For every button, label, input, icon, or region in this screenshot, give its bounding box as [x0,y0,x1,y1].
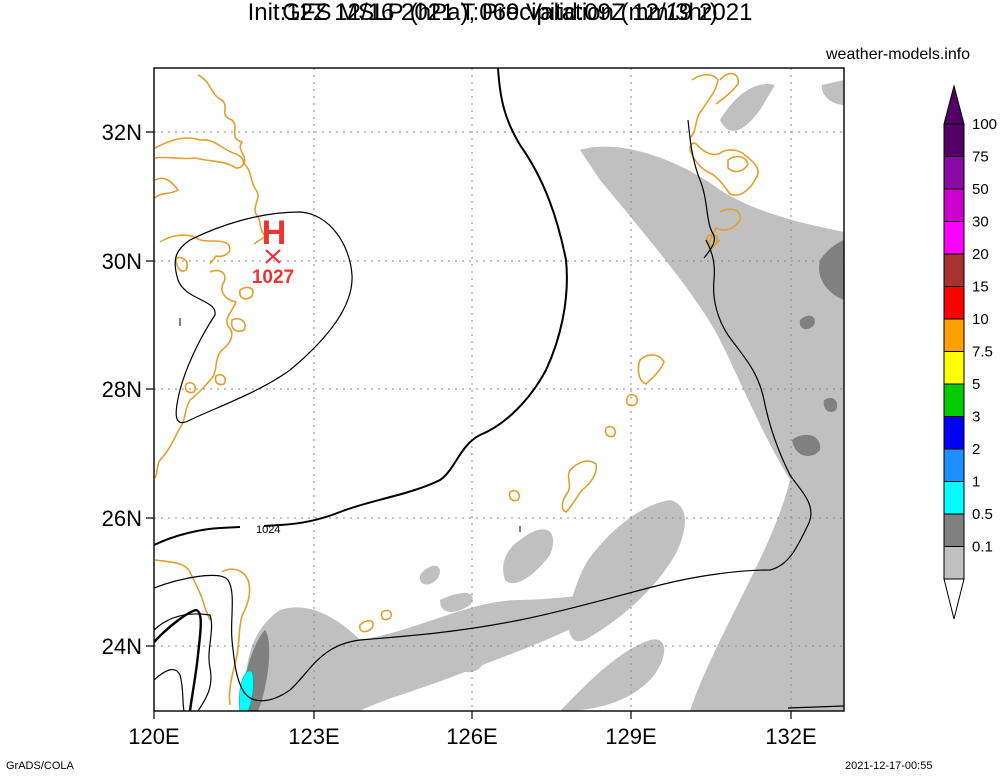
lat-lon-grid [154,68,844,711]
colorbar-swatch [943,318,965,352]
colorbar-level-label: 100 [972,116,997,133]
latitude-labels: 32N 30N 28N 26N 24N [102,120,142,659]
lon-label: 132E [765,724,816,749]
precip-colorbar: 100 75 50 30 20 15 10 7.5 5 3 2 1 0.5 0.1 [943,84,997,620]
footer-timestamp: 2021-12-17-00:55 [845,760,933,772]
lat-label: 26N [102,506,142,531]
colorbar-level-label: 5 [972,376,980,393]
precip-light-areas [246,80,844,711]
colorbar-level-label: 2 [972,441,980,458]
colorbar-swatch [943,351,965,385]
site-credit: weather-models.info [826,46,971,63]
coastlines [154,72,759,706]
colorbar-top-arrow [943,84,965,125]
colorbar-level-label: 75 [972,149,989,166]
lat-label: 30N [102,249,142,274]
colorbar-level-label: 0.1 [972,539,993,556]
lat-label: 24N [102,634,142,659]
colorbar-swatch [943,383,965,417]
high-pressure-symbol: H [262,214,287,252]
colorbar-level-label: 0.5 [972,506,993,523]
lon-label: 126E [446,724,497,749]
colorbar-level-label: 7.5 [972,344,993,361]
colorbar-level-label: 3 [972,409,980,426]
colorbar-swatch [943,123,965,157]
lat-label: 28N [102,377,142,402]
high-pressure-value: 1027 [252,267,294,288]
colorbar-bottom-arrow [943,578,965,620]
high-center-cross-icon [265,249,281,264]
colorbar-swatch [943,221,965,255]
high-pressure-center: H 1027 [252,214,294,288]
colorbar-level-label: 50 [972,181,989,198]
colorbar-level-label: 30 [972,214,989,231]
colorbar-swatch [943,481,965,515]
lon-label: 129E [605,724,656,749]
isobars [154,68,844,711]
colorbar-swatch [943,546,965,580]
map-field [154,68,844,711]
title-line-1: GFS MSLP (hPa), Precipitation (mm/3hr) [282,0,718,26]
title-line-2: Init:12Z 12/16 2021 T:069 Valid:09Z 12/1… [247,0,753,26]
lat-label: 32N [102,120,142,145]
colorbar-level-label: 10 [972,311,989,328]
colorbar-level-label: 20 [972,246,989,263]
colorbar-swatch [943,253,965,287]
lon-label: 123E [288,724,339,749]
colorbar-swatch [943,448,965,482]
precip-heavy-area [238,670,254,711]
colorbar-swatch [943,156,965,190]
isobar-label: 1024 [256,524,280,536]
axis-ticks [146,131,792,719]
lon-label: 120E [128,724,179,749]
colorbar-swatch [943,286,965,320]
colorbar-swatch [943,513,965,547]
footer-credit: GrADS/COLA [6,760,74,772]
colorbar-level-label: 15 [972,279,989,296]
colorbar-swatch [943,188,965,222]
colorbar-level-label: 1 [972,474,980,491]
colorbar-swatch [943,416,965,450]
longitude-labels: 120E 123E 126E 129E 132E [128,724,816,749]
